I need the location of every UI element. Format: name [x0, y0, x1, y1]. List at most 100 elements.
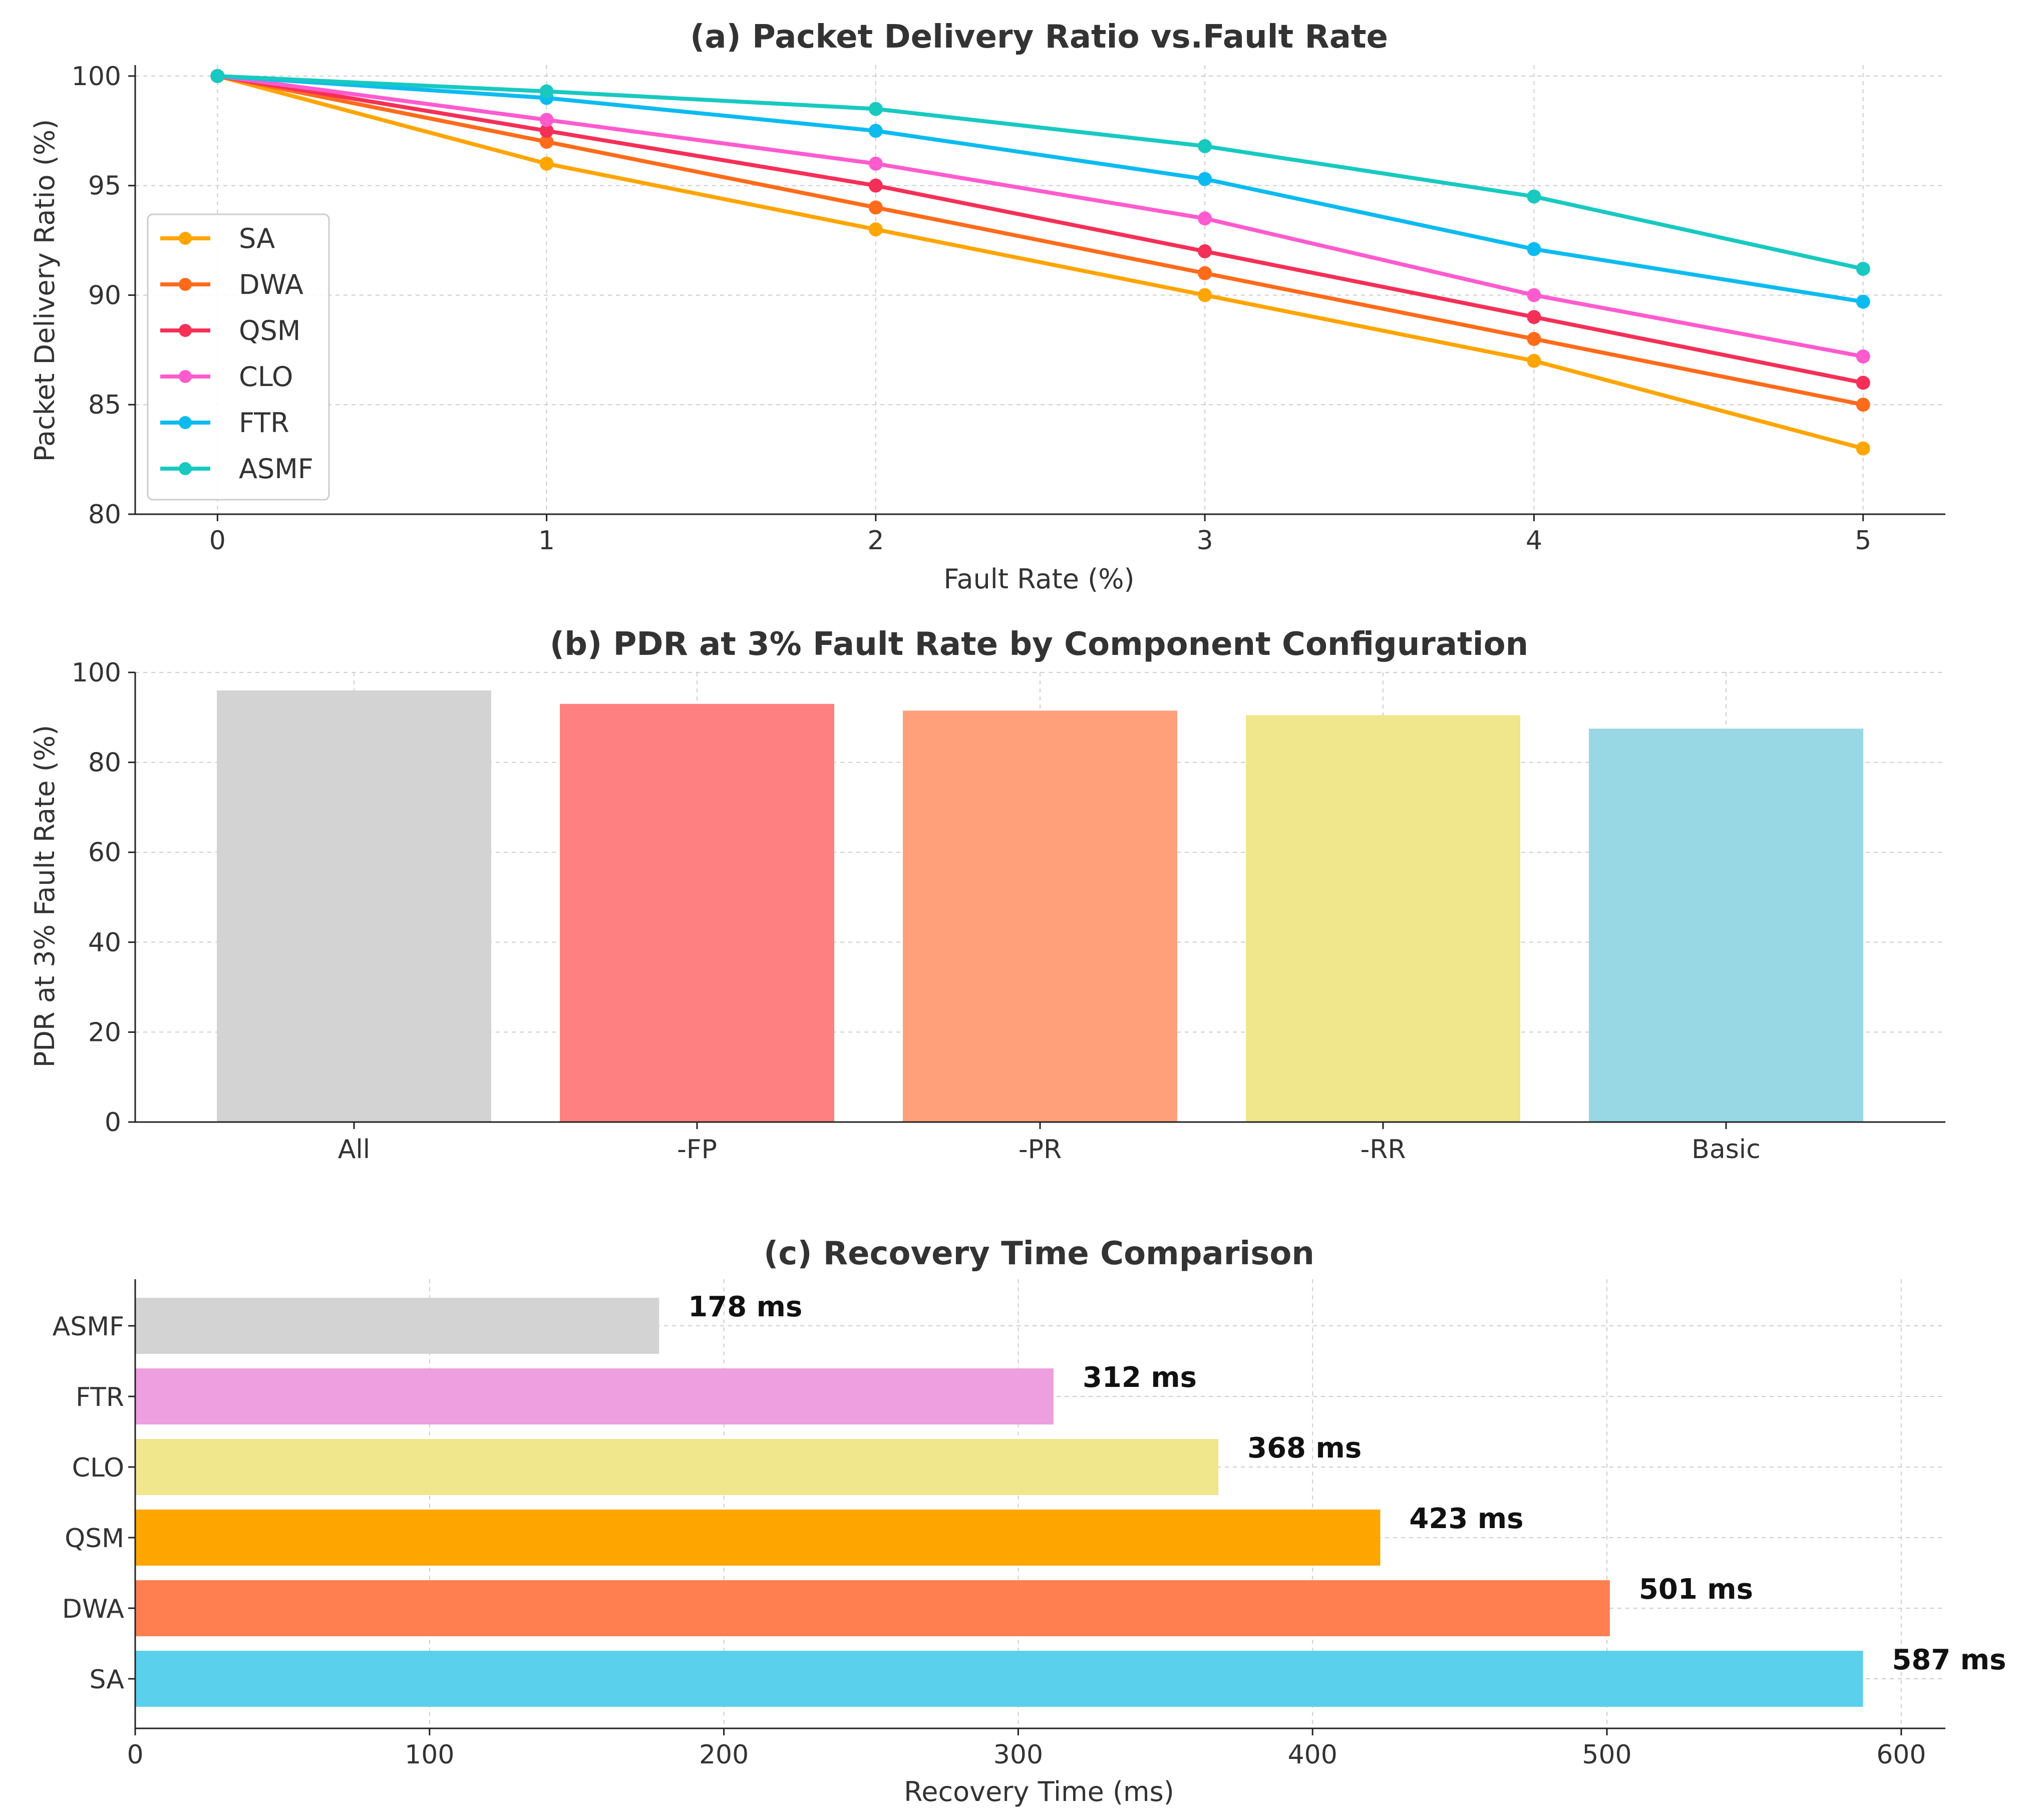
legend-label-dwa: DWA [239, 269, 303, 300]
y-tick-label: SA [89, 1665, 124, 1695]
axes [134, 1279, 1945, 1729]
series-line-sa [217, 74, 1864, 451]
axes [134, 65, 1945, 515]
x-tick-label: 500 [1582, 1740, 1631, 1770]
x-tick-label: 1 [538, 526, 555, 556]
tick-labels: 0 1 2 3 4 5 80 85 90 95 100 [72, 62, 1871, 556]
bar-qsm [135, 1510, 1381, 1566]
series-line-dwa [217, 74, 1864, 407]
bar-rr [1246, 715, 1520, 1122]
bar-pr [903, 710, 1177, 1122]
bar-ftr [135, 1368, 1054, 1424]
y-tick-label: 100 [72, 658, 121, 688]
legend-label-asmf: ASMF [239, 453, 313, 485]
x-tick-label: All [338, 1135, 370, 1165]
bar-clo [135, 1439, 1219, 1495]
bar-dwa [135, 1580, 1610, 1636]
x-tick-label: 200 [699, 1740, 749, 1770]
data-point-qsm [1856, 376, 1870, 390]
chart-title: (b) PDR at 3% Fault Rate by Component Co… [550, 626, 1528, 663]
data-label-ftr: 312 ms [1083, 1361, 1197, 1394]
data-point-sa [868, 222, 883, 237]
x-axis-label: Recovery Time (ms) [904, 1776, 1174, 1807]
bars [217, 690, 1863, 1122]
legend-marker-asmf [179, 462, 192, 475]
bars [135, 1298, 1863, 1707]
data-point-qsm [868, 178, 883, 193]
x-tick-label: 3 [1197, 526, 1213, 556]
y-tick-label: 85 [88, 390, 121, 420]
data-point-asmf [1198, 139, 1212, 153]
data-point-asmf [1527, 189, 1541, 204]
y-tick-label: 20 [88, 1017, 121, 1047]
horizontal-bar-chart-panel: (c) Recovery Time Comparison 178 ms 312 m… [53, 1235, 2006, 1807]
data-point-dwa [1198, 266, 1212, 280]
bar-chart-panel: (b) PDR at 3% Fault Rate by Component Co… [29, 626, 1945, 1165]
tick-labels: ASMF FTR CLO QSM DWA SA 0 100 200 300 400 500 600 [53, 1312, 1926, 1770]
data-point-dwa [1527, 331, 1541, 346]
data-point-asmf [539, 84, 554, 99]
x-tick-label: -PR [1019, 1135, 1062, 1165]
data-label-sa: 587 ms [1892, 1644, 2006, 1676]
y-tick-label: 60 [88, 838, 121, 868]
y-axis-label: PDR at 3% Fault Rate (%) [29, 725, 61, 1067]
legend-label-ftr: FTR [239, 407, 289, 439]
data-point-dwa [868, 200, 883, 215]
data-point-sa [539, 156, 554, 171]
x-tick-label: 300 [993, 1740, 1043, 1770]
legend-marker-ftr [179, 416, 192, 429]
chart-title: (a) Packet Delivery Ratio vs.Fault Rate [690, 19, 1388, 56]
y-tick-label: 80 [88, 748, 121, 778]
bar-all [217, 690, 491, 1122]
data-point-sa [1856, 441, 1870, 456]
legend-marker-qsm [179, 324, 192, 337]
bar-fp [560, 703, 834, 1122]
x-tick-label: 400 [1288, 1740, 1337, 1770]
legend: SA DWA QSM CLO FTR ASMF [147, 213, 330, 501]
bar-sa [135, 1651, 1863, 1707]
y-tick-label: 95 [88, 171, 121, 201]
x-tick-label: -RR [1360, 1135, 1406, 1165]
y-tick-label: 80 [88, 500, 121, 530]
y-tick-label: FTR [76, 1382, 124, 1412]
y-tick-label: DWA [62, 1594, 125, 1624]
data-point-sa [1527, 353, 1541, 368]
legend-label-sa: SA [239, 223, 275, 254]
legend-label-qsm: QSM [239, 315, 300, 346]
x-tick-label: Basic [1692, 1135, 1761, 1165]
x-tick-label: 100 [405, 1740, 454, 1770]
data-point-asmf [210, 69, 225, 83]
data-point-qsm [539, 124, 554, 138]
data-point-asmf [868, 102, 883, 116]
y-tick-label: 0 [105, 1108, 121, 1138]
data-point-clo [1198, 211, 1212, 226]
y-tick-label: ASMF [53, 1312, 124, 1342]
data-point-asmf [1856, 261, 1870, 276]
data-label-clo: 368 ms [1247, 1432, 1362, 1465]
data-point-ftr [1198, 172, 1212, 186]
series-line-qsm [217, 74, 1864, 385]
data-point-clo [539, 113, 554, 127]
series-line-clo [217, 74, 1864, 358]
x-tick-label: -FP [677, 1135, 717, 1165]
legend-marker-sa [179, 232, 192, 245]
data-label-dwa: 501 ms [1639, 1573, 1753, 1606]
line-chart-panel: (a) Packet Delivery Ratio vs.Fault Rate … [29, 19, 1945, 595]
data-labels: 178 ms 312 ms 368 ms 423 ms 501 ms 587 ms [688, 1291, 2006, 1676]
data-point-qsm [1198, 244, 1212, 258]
data-point-qsm [1527, 310, 1541, 324]
legend-label-clo: CLO [239, 361, 293, 393]
x-axis-label: Fault Rate (%) [943, 563, 1134, 595]
series-line-ftr [217, 74, 1864, 304]
x-tick-label: 5 [1855, 526, 1871, 556]
y-tick-label: CLO [72, 1453, 124, 1483]
data-label-asmf: 178 ms [688, 1291, 802, 1323]
y-tick-label: 100 [72, 62, 121, 92]
tick-labels: All -FP -PR -RR Basic 0 20 40 60 80 100 [72, 658, 1761, 1165]
data-point-dwa [539, 135, 554, 149]
chart-title: (c) Recovery Time Comparison [764, 1235, 1314, 1272]
data-point-ftr [868, 124, 883, 138]
data-point-dwa [1856, 398, 1870, 412]
series-lines [210, 69, 1870, 456]
